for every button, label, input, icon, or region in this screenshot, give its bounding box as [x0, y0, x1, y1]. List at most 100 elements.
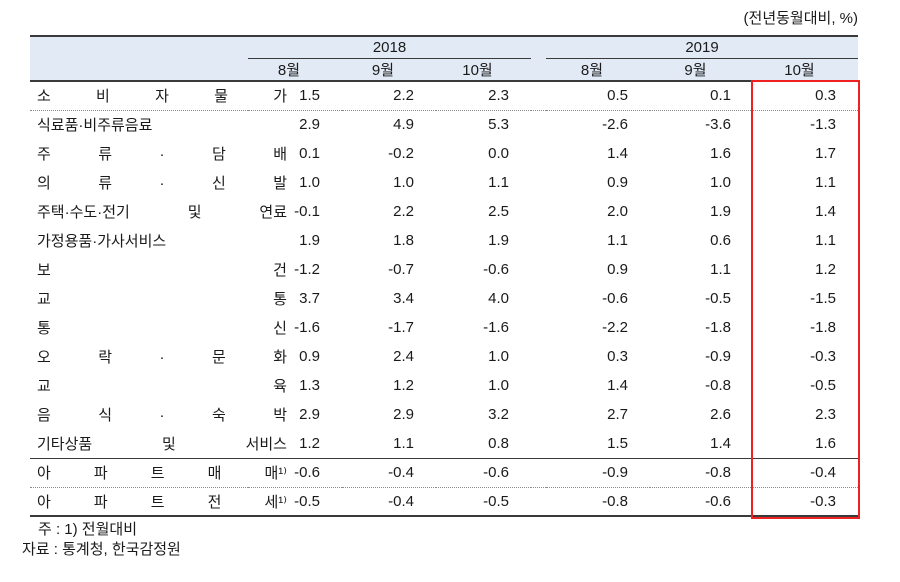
gap-cell	[531, 457, 546, 488]
value-cell: -1.6	[294, 319, 320, 336]
month-header-2019-oct: 10월	[753, 58, 858, 82]
value-cell: -0.8	[650, 457, 753, 488]
month-header-2018-aug: 8월	[248, 58, 342, 82]
value-cell: 1.5	[607, 434, 628, 452]
value-cell: 0.9	[607, 261, 628, 278]
value-cell: 2.2	[393, 203, 414, 220]
value-cell: -0.4	[342, 457, 436, 488]
table-row: 보 건 -1.2 -0.7 -0.6 0.9 1.1 1.2	[30, 255, 858, 284]
value-cell: 1.0	[488, 348, 509, 365]
table-row: 가정용품·가사서비스 1.9 1.8 1.9 1.1 0.6 1.1	[30, 226, 858, 255]
footnotes: 주 : 1) 전월대비 자료 : 통계청, 한국감정원	[0, 520, 900, 560]
value-cell: 3.2	[488, 406, 509, 423]
category-label: 아 파 트 매 매¹⁾	[37, 465, 287, 482]
gap-cell	[531, 255, 546, 284]
category-label: 오 락 · 문 화	[37, 349, 287, 366]
category-cell: 오 락 · 문 화	[30, 342, 287, 371]
value-cell: -0.5	[810, 377, 836, 394]
month-header-2019-sep: 9월	[650, 58, 753, 82]
value-cell: -0.8	[602, 492, 628, 510]
value-cell: 1.1	[393, 434, 414, 452]
table-row: 소 비 자 물 가 1.5 2.2 2.3 0.5 0.1 0.3	[30, 81, 858, 111]
month-header-2018-sep: 9월	[342, 58, 436, 82]
value-cell: -0.1	[294, 203, 320, 220]
value-cell: -1.5	[810, 290, 836, 307]
value-cell: 1.4	[710, 434, 731, 452]
year-header-2019: 2019	[546, 36, 858, 59]
gap-cell	[531, 284, 546, 313]
value-cell: 1.0	[488, 377, 509, 394]
gap-cell	[531, 168, 546, 197]
gap-cell	[531, 36, 546, 58]
value-cell: -1.8	[705, 319, 731, 336]
value-cell: 3.7	[299, 290, 320, 307]
gap-cell	[531, 342, 546, 371]
value-cell: 0.5	[546, 81, 650, 111]
category-cell: 의 류 · 신 발	[30, 168, 287, 197]
value-cell: -2.2	[602, 319, 628, 336]
value-cell: 0.8	[488, 434, 509, 452]
table-header: 2018 2019 8월 9월 10월 8월 9월 10월	[30, 36, 858, 82]
value-cell: 1.7	[815, 145, 836, 162]
value-cell: 1.9	[488, 232, 509, 249]
gap-cell	[531, 400, 546, 429]
category-label: 교 통	[37, 291, 287, 308]
category-cell: 가정용품·가사서비스	[30, 226, 248, 255]
value-cell: 0.9	[607, 174, 628, 191]
value-cell: 2.6	[710, 406, 731, 423]
category-label: 통 신	[37, 320, 287, 337]
month-header-row: 8월 9월 10월 8월 9월 10월	[30, 58, 858, 82]
category-label: 보 건	[37, 262, 287, 279]
value-cell: 0.1	[299, 145, 320, 162]
table-body: 소 비 자 물 가 1.5 2.2 2.3 0.5 0.1 0.3 식료품·비주류음료 2.9 4…	[30, 81, 858, 516]
table-row: 주택·수도·전기 및 연료 -0.1 2.2 2.5 2.0 1.9 1.4	[30, 197, 858, 226]
value-cell: 1.4	[815, 203, 836, 220]
value-cell: 1.2	[393, 377, 414, 394]
value-cell: -1.6	[483, 319, 509, 336]
category-cell: 교 통	[30, 284, 287, 313]
value-cell: 4.9	[393, 116, 414, 134]
value-cell: 2.2	[342, 81, 436, 111]
year-header-2018: 2018	[248, 36, 531, 59]
value-cell: -0.6	[483, 261, 509, 278]
category-cell: 아 파 트 매 매¹⁾	[30, 457, 287, 488]
gap-cell	[531, 139, 546, 168]
category-label: 기타상품 및 서비스	[37, 435, 287, 453]
value-cell: -1.8	[810, 319, 836, 336]
value-cell: -0.9	[546, 457, 650, 488]
category-label: 주 류 · 담 배	[37, 146, 287, 163]
category-header-cell	[30, 36, 248, 58]
year-header-row: 2018 2019	[30, 36, 858, 59]
value-cell: 1.6	[815, 434, 836, 452]
value-cell: 1.0	[710, 174, 731, 191]
gap-cell	[531, 110, 546, 139]
value-cell: -0.5	[294, 492, 320, 510]
category-label: 주택·수도·전기 및 연료	[37, 204, 287, 221]
value-cell: -0.6	[436, 457, 531, 488]
value-cell: 2.3	[436, 81, 531, 111]
value-cell: 2.5	[488, 203, 509, 220]
category-cell: 기타상품 및 서비스	[30, 429, 287, 458]
category-cell: 식료품·비주류음료	[30, 110, 248, 139]
value-cell: -2.6	[602, 116, 628, 134]
table-row: 아 파 트 매 매¹⁾ -0.6 -0.4 -0.6 -0.9 -0.8 -0.4	[30, 457, 858, 488]
footnote-note: 주 : 1) 전월대비	[38, 521, 138, 538]
gap-cell	[531, 81, 546, 111]
category-label: 가정용품·가사서비스	[37, 233, 167, 250]
value-cell: 0.0	[488, 145, 509, 162]
value-cell: -0.3	[810, 492, 836, 510]
value-cell: -0.6	[602, 290, 628, 307]
category-cell: 통 신	[30, 313, 287, 342]
value-cell: 1.1	[607, 232, 628, 249]
value-cell: 1.4	[607, 377, 628, 394]
gap-cell	[531, 371, 546, 400]
table-row: 교 육 1.3 1.2 1.0 1.4 -0.8 -0.5	[30, 371, 858, 400]
value-cell: 1.4	[607, 145, 628, 162]
table-row: 오 락 · 문 화 0.9 2.4 1.0 0.3 -0.9 -0.3	[30, 342, 858, 371]
gap-cell	[531, 58, 546, 82]
category-cell: 보 건	[30, 255, 287, 284]
value-cell: 0.3	[607, 348, 628, 365]
category-label: 의 류 · 신 발	[37, 175, 287, 192]
